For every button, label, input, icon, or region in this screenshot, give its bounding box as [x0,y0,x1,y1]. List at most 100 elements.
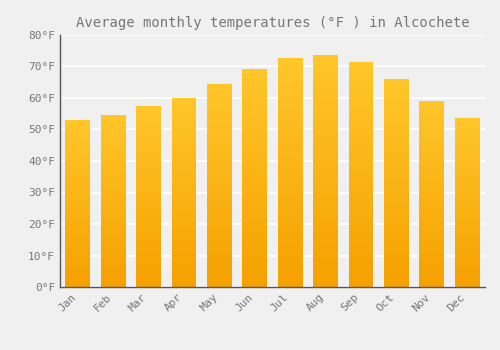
Bar [420,224,444,226]
Bar [136,274,161,276]
Bar [207,191,232,194]
Bar [313,120,338,122]
Bar [455,130,479,132]
Bar [172,247,196,249]
Bar [66,264,90,265]
Bar [66,250,90,252]
Bar [384,224,409,227]
Bar [136,171,161,173]
Bar [313,224,338,227]
Bar [455,118,479,120]
Bar [136,111,161,113]
Bar [136,263,161,265]
Bar [207,256,232,259]
Bar [66,203,90,205]
Bar [100,278,126,280]
Bar [100,182,126,184]
Bar [136,249,161,251]
Bar [278,275,302,278]
Bar [455,273,479,275]
Bar [66,245,90,247]
Bar [278,259,302,262]
Bar [455,133,479,135]
Bar [100,208,126,210]
Bar [278,264,302,266]
Bar [100,127,126,129]
Bar [278,152,302,155]
Bar [384,250,409,252]
Bar [384,183,409,185]
Bar [455,203,479,204]
Bar [313,78,338,81]
Bar [348,89,374,91]
Bar [172,175,196,177]
Bar [313,143,338,146]
Bar [100,187,126,189]
Bar [455,150,479,152]
Bar [455,132,479,134]
Bar [420,218,444,220]
Bar [420,225,444,228]
Bar [66,167,90,168]
Bar [242,102,267,104]
Bar [242,191,267,194]
Bar [420,183,444,185]
Bar [242,235,267,237]
Bar [100,242,126,244]
Bar [313,231,338,234]
Bar [172,204,196,206]
Bar [242,100,267,102]
Bar [420,246,444,248]
Bar [455,152,479,154]
Bar [172,211,196,213]
Bar [420,170,444,172]
Bar [172,141,196,144]
Bar [242,272,267,274]
Bar [348,111,374,114]
Bar [100,155,126,156]
Bar [278,218,302,221]
Bar [242,185,267,187]
Bar [242,135,267,137]
Bar [66,222,90,224]
Bar [207,131,232,133]
Bar [384,214,409,216]
Bar [455,176,479,177]
Bar [348,253,374,255]
Bar [207,155,232,157]
Bar [207,202,232,204]
Bar [207,141,232,143]
Bar [207,252,232,254]
Bar [172,219,196,221]
Bar [242,224,267,226]
Bar [313,139,338,141]
Bar [207,273,232,275]
Bar [207,197,232,199]
Bar [313,185,338,188]
Bar [242,117,267,120]
Bar [278,95,302,97]
Bar [100,282,126,284]
Bar [313,88,338,90]
Bar [172,243,196,245]
Bar [207,110,232,112]
Bar [136,212,161,215]
Bar [420,159,444,161]
Bar [172,266,196,268]
Bar [100,138,126,139]
Bar [384,166,409,168]
Bar [66,227,90,229]
Bar [313,113,338,116]
Bar [242,174,267,176]
Bar [207,179,232,181]
Bar [100,240,126,242]
Bar [278,81,302,84]
Bar [207,238,232,240]
Bar [348,147,374,149]
Bar [100,251,126,253]
Bar [420,253,444,256]
Bar [455,211,479,213]
Bar [66,244,90,245]
Bar [100,218,126,220]
Bar [278,90,302,93]
